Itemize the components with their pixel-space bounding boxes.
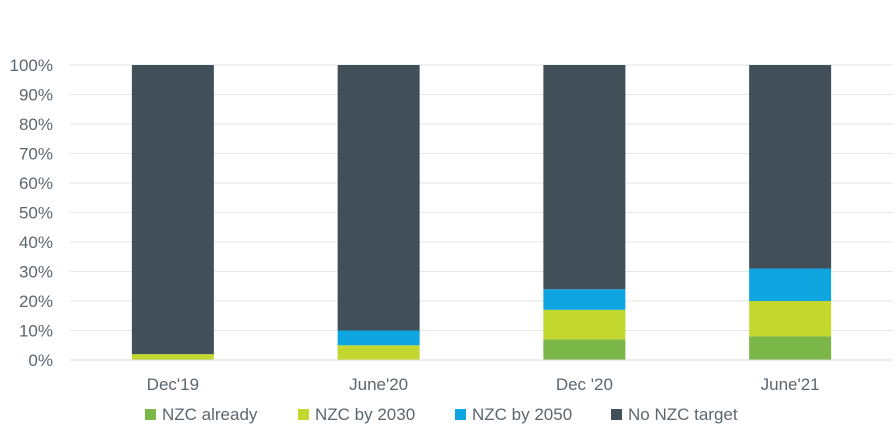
y-tick-label: 40% (19, 233, 53, 252)
bar-segment-nzc-by-2050 (749, 268, 832, 301)
bar-segment-nzc-by-2050 (543, 289, 626, 310)
bar-segment-nzc-by-2050 (337, 330, 420, 346)
legend-label: NZC by 2030 (315, 405, 415, 424)
bars (131, 65, 832, 360)
bar-segment-no-nzc-target (543, 65, 626, 290)
bar-segment-nzc-by-2030 (337, 345, 420, 360)
bar-segment-no-nzc-target (337, 65, 420, 331)
bar-segment-no-nzc-target (131, 65, 214, 355)
y-tick-label: 10% (19, 322, 53, 341)
x-axis-categories: Dec'19 June'20 Dec '20 June'21 (147, 375, 820, 394)
y-tick-label: 90% (19, 86, 53, 105)
y-tick-label: 100% (10, 56, 53, 75)
legend-label: NZC already (162, 405, 258, 424)
bar-segment-nzc-by-2030 (543, 309, 626, 340)
y-tick-label: 50% (19, 204, 53, 223)
legend-swatch (298, 409, 309, 420)
legend-swatch (455, 409, 466, 420)
y-axis-ticks: 0% 10% 20% 30% 40% 50% 60% 70% 80% 90% 100% (10, 56, 53, 370)
y-tick-label: 30% (19, 263, 53, 282)
bar-segment-nzc-by-2030 (749, 301, 832, 337)
bar-segment-nzc-already (749, 336, 832, 360)
legend: NZC already NZC by 2030 NZC by 2050 No NZC … (145, 405, 738, 424)
y-tick-label: 80% (19, 115, 53, 134)
x-category-label: Dec '20 (556, 375, 613, 394)
y-tick-label: 60% (19, 174, 53, 193)
legend-swatch (145, 409, 156, 420)
legend-label: No NZC target (628, 405, 738, 424)
legend-swatch (611, 409, 622, 420)
x-category-label: Dec'19 (147, 375, 199, 394)
bar-segment-no-nzc-target (749, 65, 832, 269)
legend-label: NZC by 2050 (472, 405, 572, 424)
x-category-label: June'20 (349, 375, 408, 394)
bar-segment-nzc-by-2030 (131, 354, 214, 360)
y-tick-label: 0% (28, 351, 53, 370)
y-tick-label: 70% (19, 145, 53, 164)
y-tick-label: 20% (19, 292, 53, 311)
x-category-label: June'21 (761, 375, 820, 394)
bar-segment-nzc-already (543, 339, 626, 360)
